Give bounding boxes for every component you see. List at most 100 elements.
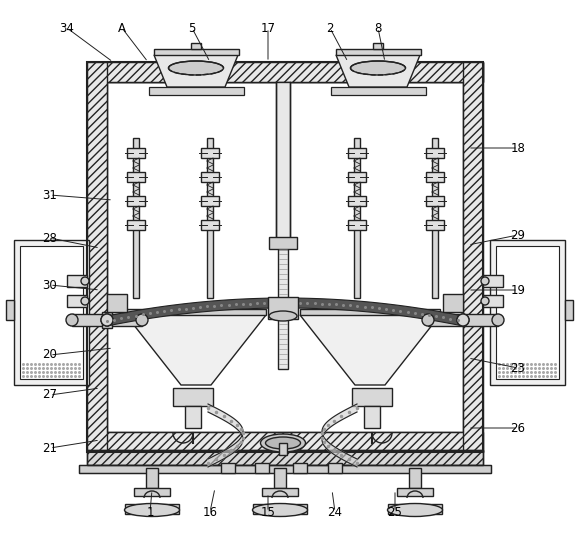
Polygon shape (154, 55, 238, 87)
Bar (185, 406, 201, 428)
Ellipse shape (457, 314, 469, 326)
Bar (255, 463, 269, 473)
Polygon shape (107, 314, 142, 326)
Bar (463, 62, 483, 452)
Bar (352, 388, 392, 406)
Bar (274, 468, 286, 488)
Bar (133, 138, 139, 298)
Ellipse shape (81, 277, 89, 285)
Bar (426, 220, 444, 230)
Bar (87, 450, 483, 465)
Bar (565, 300, 573, 320)
Polygon shape (300, 315, 440, 385)
Bar (127, 172, 145, 182)
Text: 17: 17 (261, 22, 276, 35)
Bar (127, 148, 145, 158)
Bar (107, 82, 463, 432)
Ellipse shape (350, 61, 405, 75)
Polygon shape (463, 314, 498, 326)
Ellipse shape (481, 277, 489, 285)
Ellipse shape (261, 434, 306, 452)
Text: 18: 18 (511, 142, 525, 155)
Bar (490, 240, 565, 385)
Bar (127, 196, 145, 206)
Bar (496, 246, 559, 379)
Text: 19: 19 (511, 283, 526, 296)
Bar (201, 172, 219, 182)
Bar (483, 295, 503, 307)
Polygon shape (208, 404, 243, 467)
Text: 21: 21 (42, 441, 57, 454)
Bar (279, 443, 287, 455)
Ellipse shape (101, 314, 113, 326)
Bar (432, 138, 438, 298)
Text: 29: 29 (511, 229, 526, 242)
Text: 26: 26 (511, 421, 526, 434)
Bar (354, 138, 360, 298)
Text: 20: 20 (43, 349, 57, 362)
Text: 2: 2 (326, 22, 334, 35)
Text: 16: 16 (203, 506, 218, 519)
Bar (149, 87, 244, 95)
Bar (300, 309, 440, 315)
Ellipse shape (266, 437, 301, 449)
Bar (293, 463, 307, 473)
Bar (79, 465, 491, 473)
Bar (348, 148, 366, 158)
Bar (191, 43, 201, 49)
Polygon shape (126, 315, 266, 385)
Text: 34: 34 (60, 22, 75, 35)
Ellipse shape (457, 314, 469, 326)
Bar (201, 220, 219, 230)
Bar (426, 196, 444, 206)
Bar (201, 148, 219, 158)
Ellipse shape (81, 297, 89, 305)
Ellipse shape (481, 297, 489, 305)
Text: 24: 24 (328, 506, 343, 519)
Bar (269, 237, 297, 249)
Text: 5: 5 (188, 22, 196, 35)
Polygon shape (107, 298, 463, 326)
Ellipse shape (387, 503, 442, 516)
Polygon shape (102, 312, 112, 328)
Bar (87, 62, 483, 82)
Bar (173, 388, 213, 406)
Bar (20, 246, 83, 379)
Text: 28: 28 (43, 231, 57, 244)
Polygon shape (72, 314, 107, 326)
Bar (331, 87, 426, 95)
Bar (87, 62, 107, 452)
Ellipse shape (66, 314, 78, 326)
Text: 8: 8 (374, 22, 382, 35)
Text: 31: 31 (43, 188, 57, 201)
Bar (348, 220, 366, 230)
Text: 25: 25 (387, 506, 402, 519)
Text: 27: 27 (42, 388, 57, 401)
Bar (397, 488, 433, 496)
Bar (67, 295, 87, 307)
Bar (276, 82, 290, 247)
Bar (67, 275, 87, 287)
Bar (262, 488, 298, 496)
Bar (79, 465, 491, 473)
Ellipse shape (422, 314, 434, 326)
Text: 30: 30 (43, 279, 57, 292)
Bar (348, 172, 366, 182)
Bar (126, 309, 266, 315)
Bar (6, 300, 14, 320)
Ellipse shape (124, 503, 179, 516)
Bar (107, 294, 127, 312)
Bar (253, 504, 307, 514)
Bar (278, 249, 288, 369)
Polygon shape (428, 314, 463, 326)
Bar (87, 432, 483, 452)
Bar (125, 504, 179, 514)
Bar (87, 450, 483, 465)
Bar (201, 196, 219, 206)
Bar (364, 406, 380, 428)
Polygon shape (322, 404, 357, 467)
Bar (207, 138, 213, 298)
Polygon shape (336, 55, 420, 87)
Text: 1: 1 (146, 506, 154, 519)
Bar (87, 62, 483, 452)
